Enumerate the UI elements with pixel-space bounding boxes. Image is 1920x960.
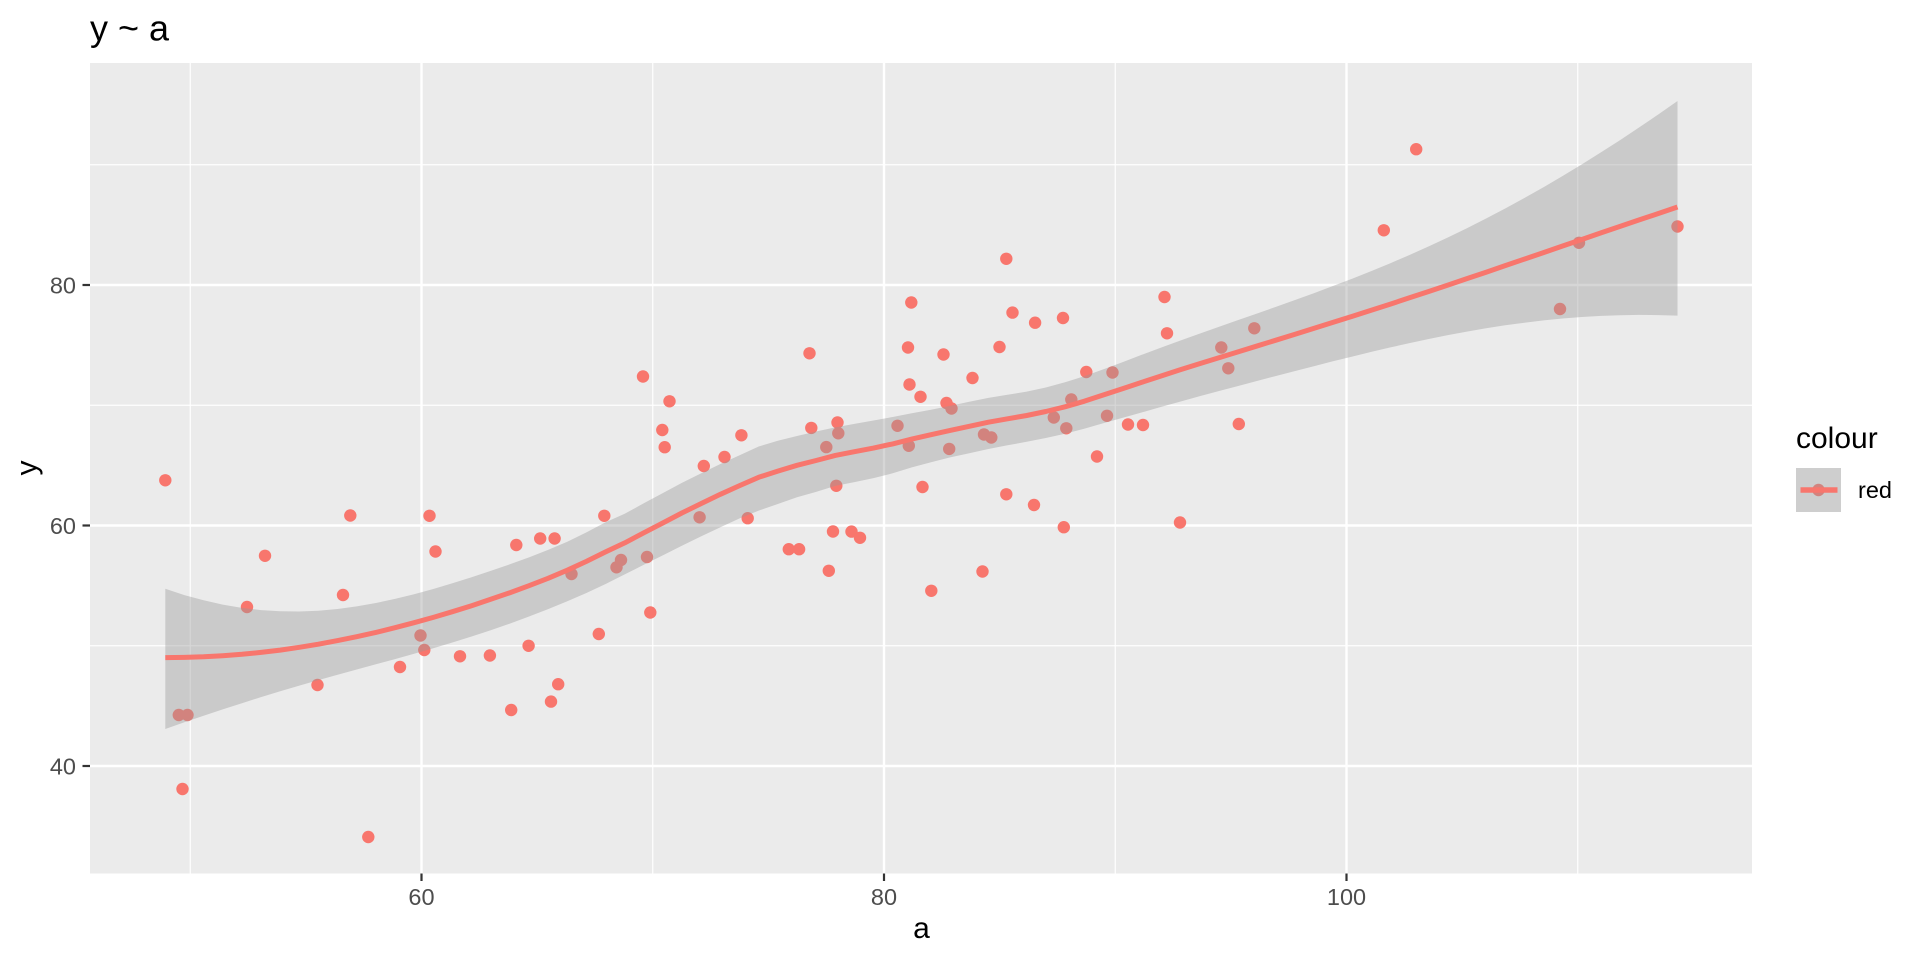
svg-text:40: 40: [50, 754, 76, 780]
svg-text:colour: colour: [1796, 422, 1878, 455]
svg-text:80: 80: [871, 884, 897, 910]
svg-text:y ~ a: y ~ a: [90, 8, 170, 49]
svg-text:a: a: [913, 912, 930, 945]
svg-text:red: red: [1858, 477, 1892, 503]
svg-text:60: 60: [50, 513, 76, 539]
svg-text:80: 80: [50, 273, 76, 299]
svg-text:60: 60: [408, 884, 434, 910]
svg-text:y: y: [11, 461, 44, 476]
svg-text:100: 100: [1327, 884, 1366, 910]
